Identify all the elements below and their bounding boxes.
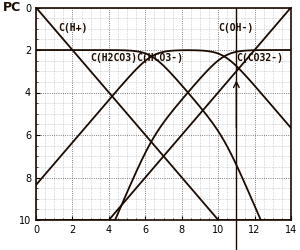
Text: C(HCO3-): C(HCO3-) <box>136 53 183 62</box>
Text: PC: PC <box>3 1 22 14</box>
Text: C(CO32-): C(CO32-) <box>236 53 284 62</box>
Text: C(H2CO3): C(H2CO3) <box>91 53 138 62</box>
Text: C(H+): C(H+) <box>58 23 87 33</box>
Text: C(OH-): C(OH-) <box>218 23 254 33</box>
